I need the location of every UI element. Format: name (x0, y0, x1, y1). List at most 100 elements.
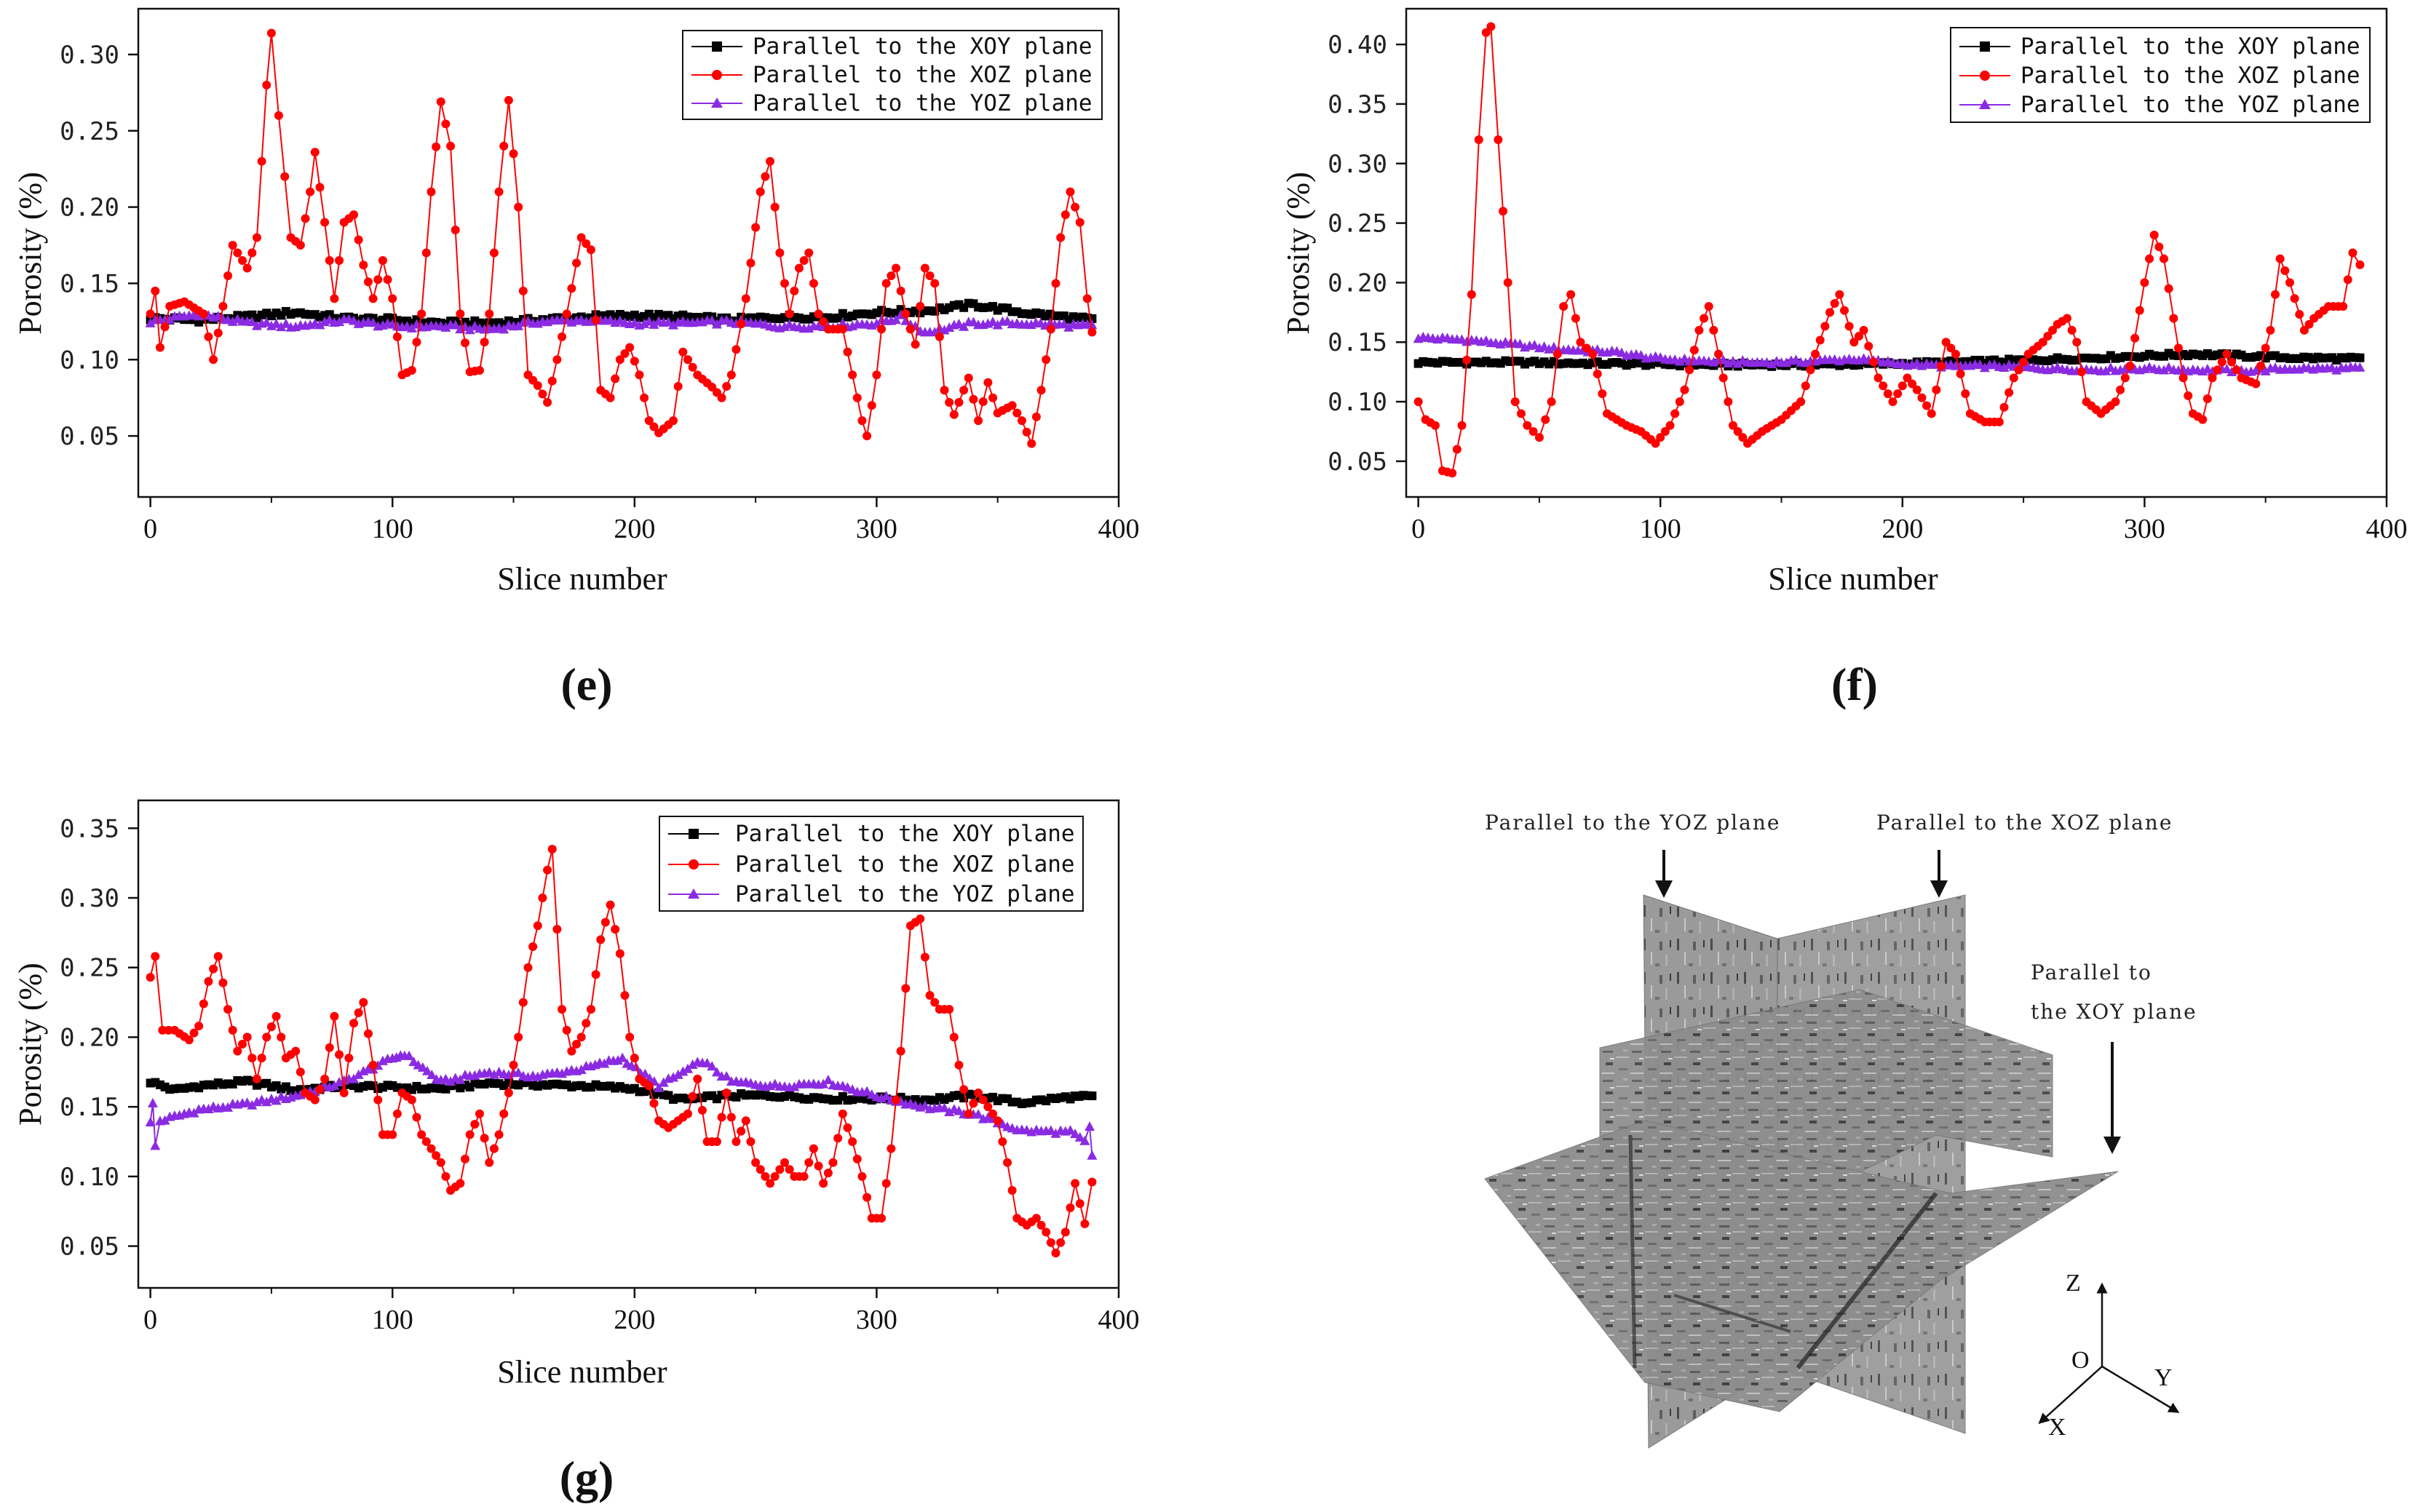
data-point (678, 347, 688, 357)
data-point (1515, 338, 1526, 349)
data-point (2295, 310, 2304, 319)
data-point (252, 233, 261, 242)
chart-panel-g: 0 100 200 300 400 0.05 0.10 0.15 0.20 0.25 0.30 0.3… (12, 799, 1140, 1503)
data-point (1413, 397, 1423, 407)
data-point (2062, 314, 2071, 323)
series-parallel-to-the-yoz-plane (145, 309, 1098, 337)
data-point (993, 1116, 1002, 1126)
y-tick-label: 0.40 (1328, 31, 1387, 60)
data-point (392, 332, 402, 341)
data-point (852, 1154, 862, 1163)
data-point (2202, 394, 2212, 403)
data-point (2120, 373, 2130, 383)
data-point (1700, 314, 1709, 323)
data-point (1566, 290, 1576, 299)
data-point (2290, 294, 2299, 303)
y-tick-label: 0.35 (1328, 90, 1387, 119)
data-point (576, 233, 586, 242)
data-point (2160, 254, 2169, 263)
data-point (146, 973, 155, 982)
data-point (916, 914, 925, 923)
x-axis-label: Slice number (497, 1354, 667, 1390)
legend: Parallel to the XOY plane Parallel to th… (659, 816, 1084, 912)
data-point (1523, 421, 1532, 430)
data-point (2266, 325, 2275, 335)
data-point (1733, 426, 1742, 436)
data-point (930, 998, 940, 1007)
legend: Parallel to the XOY plane Parallel to th… (1950, 27, 2371, 123)
data-point (1063, 322, 1074, 332)
data-point (620, 991, 630, 1000)
chart-panel-e: 0 100 200 300 400 0.05 0.10 0.15 0.20 0.25 0.30 Pa… (12, 7, 1140, 710)
data-point (2009, 373, 2018, 383)
data-point (280, 172, 290, 181)
data-point (582, 239, 591, 248)
data-point (1481, 28, 1491, 37)
data-point (2184, 391, 2193, 400)
data-point (615, 949, 624, 958)
data-point (1732, 358, 1743, 368)
data-point (528, 942, 538, 951)
data-point (204, 332, 213, 341)
data-point (538, 389, 547, 399)
data-point (2014, 365, 2023, 375)
data-point (306, 187, 315, 196)
label-yoz-plane: Parallel to the YOZ plane (1485, 811, 1780, 835)
axis-y-label: Y (2154, 1364, 2173, 1391)
data-point (891, 314, 902, 325)
data-point (1922, 401, 1932, 410)
data-point (247, 1054, 257, 1063)
data-point (737, 1126, 746, 1136)
y-tick-label: 0.05 (60, 1233, 119, 1262)
x-tick-label: 100 (372, 1305, 413, 1335)
data-point (911, 340, 920, 349)
data-point (731, 345, 741, 354)
data-point (1457, 421, 1467, 430)
data-point (988, 317, 999, 327)
label-xoy-plane-line2: the XOY plane (2031, 1000, 2197, 1024)
series-layer (1413, 22, 2366, 478)
data-point (247, 248, 257, 258)
legend-marker-yoz (711, 98, 723, 108)
data-point (945, 397, 954, 407)
data-point (164, 1025, 173, 1035)
data-point (780, 1158, 790, 1167)
data-point (504, 95, 513, 105)
data-point (1635, 350, 1646, 360)
data-point (233, 248, 242, 258)
data-point (1448, 469, 1457, 478)
data-point (1598, 389, 1607, 399)
data-point (320, 1074, 330, 1083)
data-point (702, 1057, 713, 1067)
data-point (1801, 381, 1810, 391)
data-point (726, 1113, 736, 1122)
data-point (2072, 338, 2082, 347)
data-point (445, 1076, 456, 1086)
data-point (780, 279, 790, 288)
axis-ticks: 0 100 200 300 400 0.05 0.10 0.15 0.20 0.25 0.30 0.3… (60, 814, 1139, 1335)
data-point (464, 325, 475, 335)
data-point (964, 1109, 973, 1118)
data-point (809, 279, 818, 288)
data-point (1815, 335, 1825, 345)
data-point (1651, 439, 1660, 448)
data-point (1467, 290, 1476, 299)
data-point (2169, 314, 2178, 323)
data-point (1056, 233, 1066, 242)
data-point (1917, 393, 1927, 402)
data-point (277, 1032, 286, 1042)
data-point (1656, 433, 1665, 442)
data-point (514, 1032, 523, 1042)
data-point (1670, 409, 1680, 418)
data-point (2038, 338, 2047, 347)
data-point (349, 210, 359, 220)
data-point (687, 1059, 698, 1069)
data-point (969, 394, 978, 404)
data-point (770, 1171, 780, 1181)
data-point (630, 1054, 639, 1063)
data-point (310, 148, 320, 157)
data-point (509, 149, 518, 159)
coordinate-axes: Z O Y X (2038, 1270, 2180, 1441)
data-point (905, 325, 915, 334)
data-point (1075, 218, 1084, 227)
